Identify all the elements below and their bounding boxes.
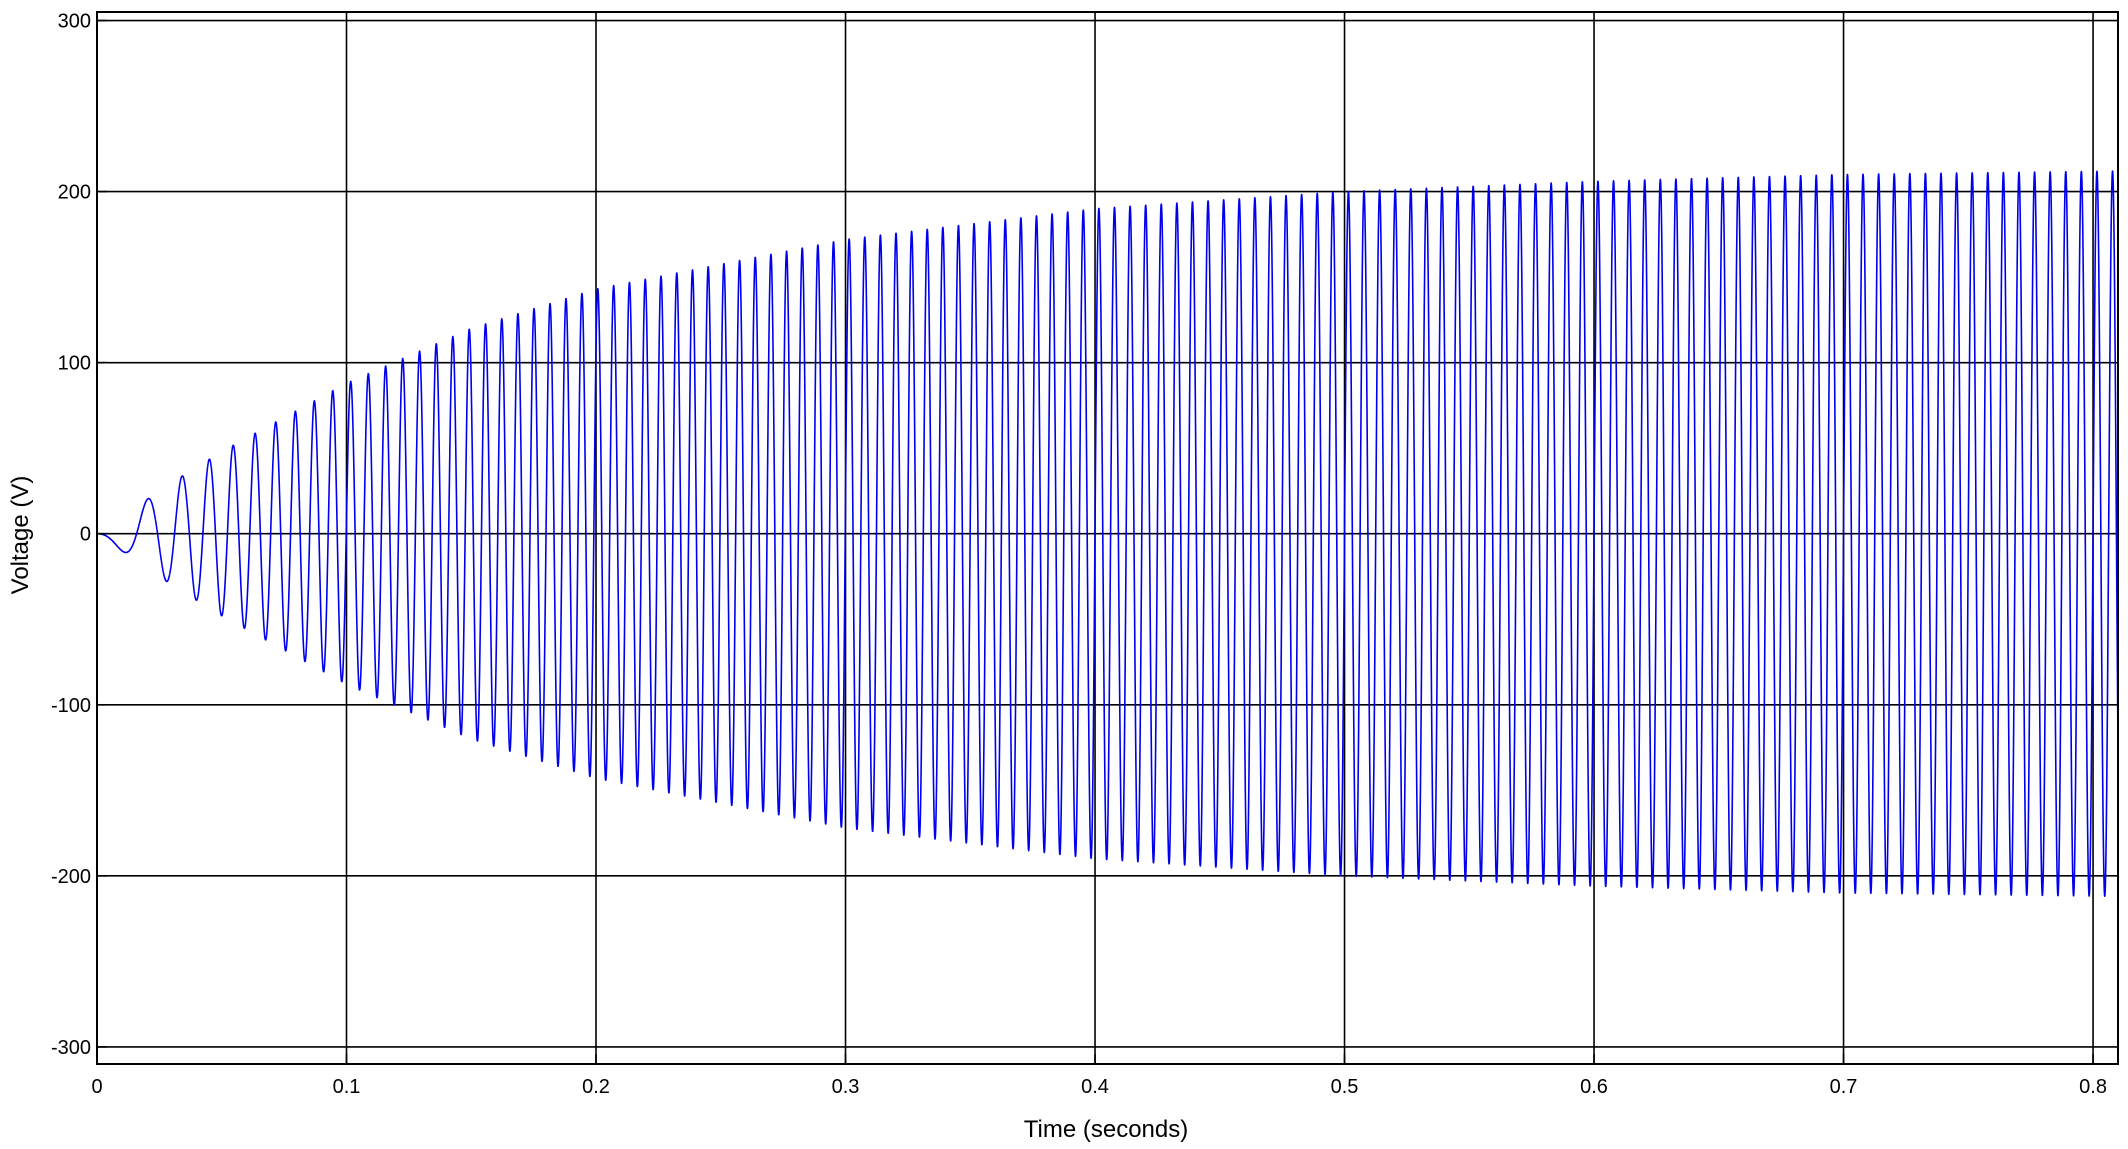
y-tick-labels: 300 200 100 0 -100 -200 -300: [51, 11, 91, 1059]
x-tick-label: 0.5: [1331, 1076, 1359, 1098]
series-line-voltage: [96, 170, 2119, 897]
plot-frame: [96, 11, 2119, 1065]
y-tick-label: 0: [80, 524, 91, 546]
grid: [96, 12, 2118, 1064]
y-tick-label: 100: [58, 353, 91, 375]
y-tick-label: 300: [58, 11, 91, 33]
ticks: [96, 19, 2094, 1064]
y-tick-label: -200: [51, 866, 91, 888]
x-tick-label: 0.6: [1580, 1076, 1608, 1098]
series-group: [96, 170, 2119, 897]
x-axis-title: Time (seconds): [1024, 1116, 1188, 1143]
y-tick-label: -300: [51, 1037, 91, 1059]
x-tick-label: 0.1: [333, 1076, 361, 1098]
x-tick-label: 0.8: [2079, 1076, 2107, 1098]
x-tick-label: 0.7: [1830, 1076, 1858, 1098]
y-tick-label: 200: [58, 182, 91, 204]
y-axis-title: Voltage (V): [7, 476, 34, 595]
x-tick-label: 0.3: [832, 1076, 860, 1098]
x-tick-label: 0.2: [582, 1076, 610, 1098]
x-tick-label: 0: [91, 1076, 102, 1098]
x-tick-labels: 0 0.1 0.2 0.3 0.4 0.5 0.6 0.7 0.8: [91, 1076, 2107, 1098]
x-tick-label: 0.4: [1081, 1076, 1109, 1098]
y-tick-label: -100: [51, 695, 91, 717]
